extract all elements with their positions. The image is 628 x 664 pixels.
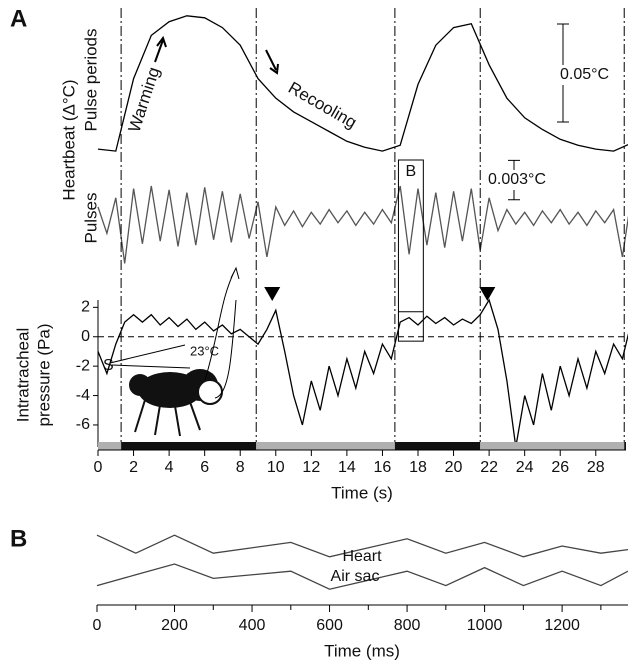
y-label: Intratracheal [13, 328, 32, 423]
x-tick-label: 26 [551, 459, 569, 476]
trace [96, 563, 628, 590]
x-tick-label: 20 [445, 459, 463, 476]
annotation: S [103, 357, 114, 374]
series-label: Air sac [331, 568, 380, 585]
x-tick-label: 24 [516, 459, 534, 476]
x-label: Time (ms) [324, 641, 400, 660]
marker [479, 287, 496, 301]
inset-box [397, 159, 424, 342]
phase-bar [480, 442, 625, 450]
x-tick-label: 12 [302, 459, 320, 476]
x-tick-label: 10 [267, 459, 285, 476]
x-tick-label: 4 [165, 459, 174, 476]
panel-label: B [10, 525, 27, 552]
trace [97, 298, 628, 448]
x-tick-label: 0 [93, 617, 102, 634]
y-tick-label: -6 [76, 416, 90, 433]
y-tick-label: -4 [76, 387, 90, 404]
panel-label: A [10, 5, 27, 32]
y-tick-label: 2 [81, 299, 90, 316]
scale-label: 0.003°C [488, 171, 546, 188]
y-label: Pulses [81, 192, 100, 243]
arrow [154, 35, 167, 63]
label-bg [399, 161, 423, 183]
scale-label: 0.05°C [560, 66, 609, 83]
series-label: Heart [342, 548, 382, 565]
y-label: Pulse periods [81, 28, 100, 131]
inset-label: B [406, 163, 417, 180]
phase-bar [98, 442, 122, 450]
x-tick-label: 2 [129, 459, 138, 476]
x-label: Time (s) [331, 483, 393, 502]
label-bg [486, 170, 566, 190]
x-tick-label: 8 [236, 459, 245, 476]
phase-bar [121, 442, 257, 450]
y-tick-label: 0 [81, 328, 90, 345]
x-tick-label: 1200 [544, 617, 580, 634]
marker [264, 287, 281, 301]
annotation: Recooling [285, 78, 360, 132]
trace [97, 185, 628, 264]
x-tick-label: 200 [161, 617, 188, 634]
x-tick-label: 16 [374, 459, 392, 476]
trace [96, 534, 628, 558]
phase-bar [624, 442, 626, 450]
x-tick-label: 600 [316, 617, 343, 634]
trace [97, 15, 628, 152]
x-tick-label: 28 [587, 459, 605, 476]
annotation: 23°C [190, 343, 219, 358]
x-tick-label: 400 [239, 617, 266, 634]
x-tick-label: 1000 [467, 617, 503, 634]
label-bg [558, 65, 620, 85]
x-tick-label: 0 [94, 459, 103, 476]
x-tick-label: 22 [480, 459, 498, 476]
phase-bar [256, 442, 395, 450]
y-tick-label: -2 [76, 357, 90, 374]
group-label: Heartbeat (Δ°C) [59, 79, 78, 200]
annotation: Warming [125, 65, 164, 135]
fly-drawing [109, 266, 240, 437]
arrow [265, 49, 279, 75]
x-tick-label: 14 [338, 459, 356, 476]
x-tick-label: 6 [200, 459, 209, 476]
x-tick-label: 800 [394, 617, 421, 634]
y-label: pressure (Pa) [34, 324, 53, 427]
x-tick-label: 18 [409, 459, 427, 476]
phase-bar [394, 442, 481, 450]
